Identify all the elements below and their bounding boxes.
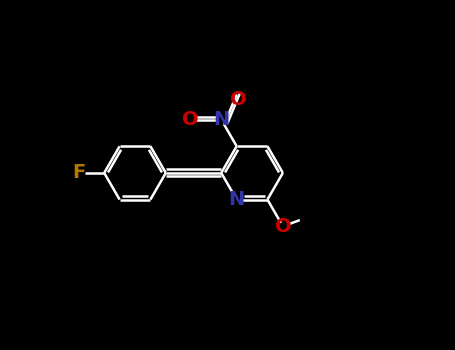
Text: N: N: [228, 190, 245, 209]
Text: O: O: [230, 90, 247, 108]
Text: O: O: [274, 217, 291, 236]
Text: F: F: [72, 163, 86, 182]
Text: N: N: [213, 110, 229, 129]
Text: O: O: [182, 110, 199, 129]
